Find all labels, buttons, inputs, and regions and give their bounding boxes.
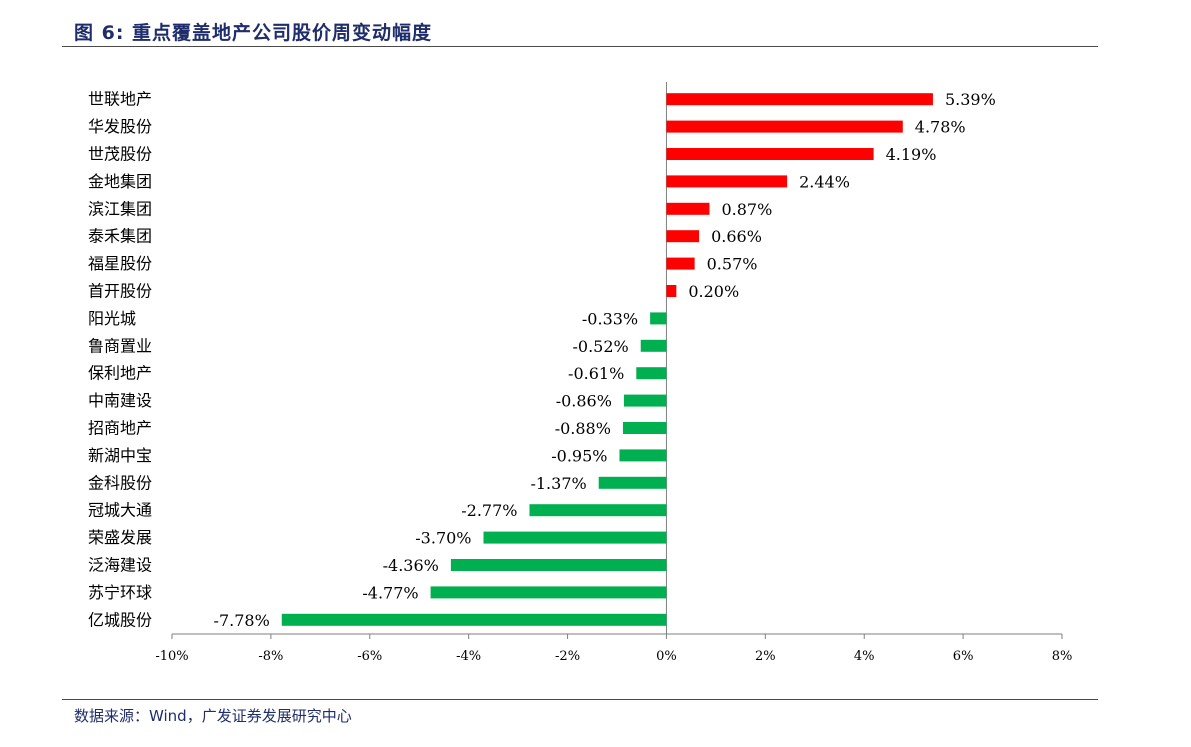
bar-11 [623,394,667,407]
bar-12 [622,422,667,434]
x-tick-label-8: 6% [953,649,974,664]
category-label-14: 金科股份 [88,473,152,492]
category-label-16: 荣盛发展 [88,528,152,547]
data-label-1: 4.78% [915,118,966,137]
category-label-7: 首开股份 [88,282,152,301]
data-label-9: -0.52% [572,337,628,356]
data-label-16: -3.70% [415,529,471,548]
x-tick-label-1: -8% [258,649,283,664]
data-label-15: -2.77% [461,501,517,520]
bar-10 [636,367,667,380]
data-label-5: 0.66% [711,227,762,246]
figure-title: 图 6: 重点覆盖地产公司股价周变动幅度 [74,22,433,44]
data-label-19: -7.78% [214,611,270,630]
category-label-13: 新湖中宝 [88,446,152,465]
bar-5 [666,230,700,243]
x-tick-label-5: 0% [656,649,677,664]
data-label-12: -0.88% [555,419,611,438]
x-tick-label-7: 4% [854,649,875,664]
bar-13 [619,449,667,462]
data-label-8: -0.33% [582,309,638,328]
category-label-10: 保利地产 [88,364,152,383]
bar-7 [666,285,677,297]
bar-8 [650,312,667,325]
category-label-5: 泰禾集团 [88,227,152,246]
bar-0 [666,93,933,106]
data-label-7: 0.20% [688,282,739,301]
category-label-2: 世茂股份 [88,145,152,164]
category-label-4: 滨江集团 [88,199,152,218]
data-label-4: 0.87% [721,200,772,219]
category-label-19: 亿城股份 [88,610,152,629]
source-note: 数据来源：Wind，广发证券发展研究中心 [74,707,352,725]
category-label-8: 阳光城 [88,309,136,328]
source-rule [62,699,1098,700]
bar-3 [666,175,788,188]
bar-2 [666,148,874,160]
category-label-6: 福星股份 [88,254,152,273]
data-label-13: -0.95% [551,446,607,465]
bar-16 [483,531,667,544]
data-label-14: -1.37% [530,474,586,493]
data-label-10: -0.61% [568,364,624,383]
data-label-18: -4.77% [362,583,418,602]
title-rule [62,46,1098,47]
bar-4 [666,202,710,215]
x-tick-label-4: -2% [555,649,580,664]
category-label-18: 苏宁环球 [88,583,152,602]
data-label-17: -4.36% [383,556,439,575]
data-label-3: 2.44% [799,172,850,191]
bar-9 [640,339,667,352]
bar-15 [529,504,667,517]
data-label-2: 4.19% [886,145,937,164]
bar-14 [598,476,667,489]
category-label-17: 泛海建设 [88,556,152,575]
category-label-1: 华发股份 [88,117,152,136]
category-label-0: 世联地产 [88,90,152,109]
x-tick-label-6: 2% [755,649,776,664]
category-label-3: 金地集团 [88,172,152,191]
x-tick-label-3: -4% [456,649,481,664]
category-label-11: 中南建设 [88,391,152,410]
category-label-12: 招商地产 [88,419,152,438]
bar-19 [281,613,667,626]
x-tick-label-0: -10% [155,649,188,664]
data-label-6: 0.57% [707,255,758,274]
bar-18 [430,586,667,599]
x-tick-label-2: -6% [357,649,382,664]
x-tick-label-9: 8% [1052,649,1073,664]
bar-6 [666,257,695,270]
category-label-15: 冠城大通 [88,501,152,520]
bar-17 [450,559,667,571]
category-label-9: 鲁商置业 [88,336,152,355]
data-label-11: -0.86% [556,392,612,411]
data-label-0: 5.39% [945,90,996,109]
bar-1 [666,120,903,133]
